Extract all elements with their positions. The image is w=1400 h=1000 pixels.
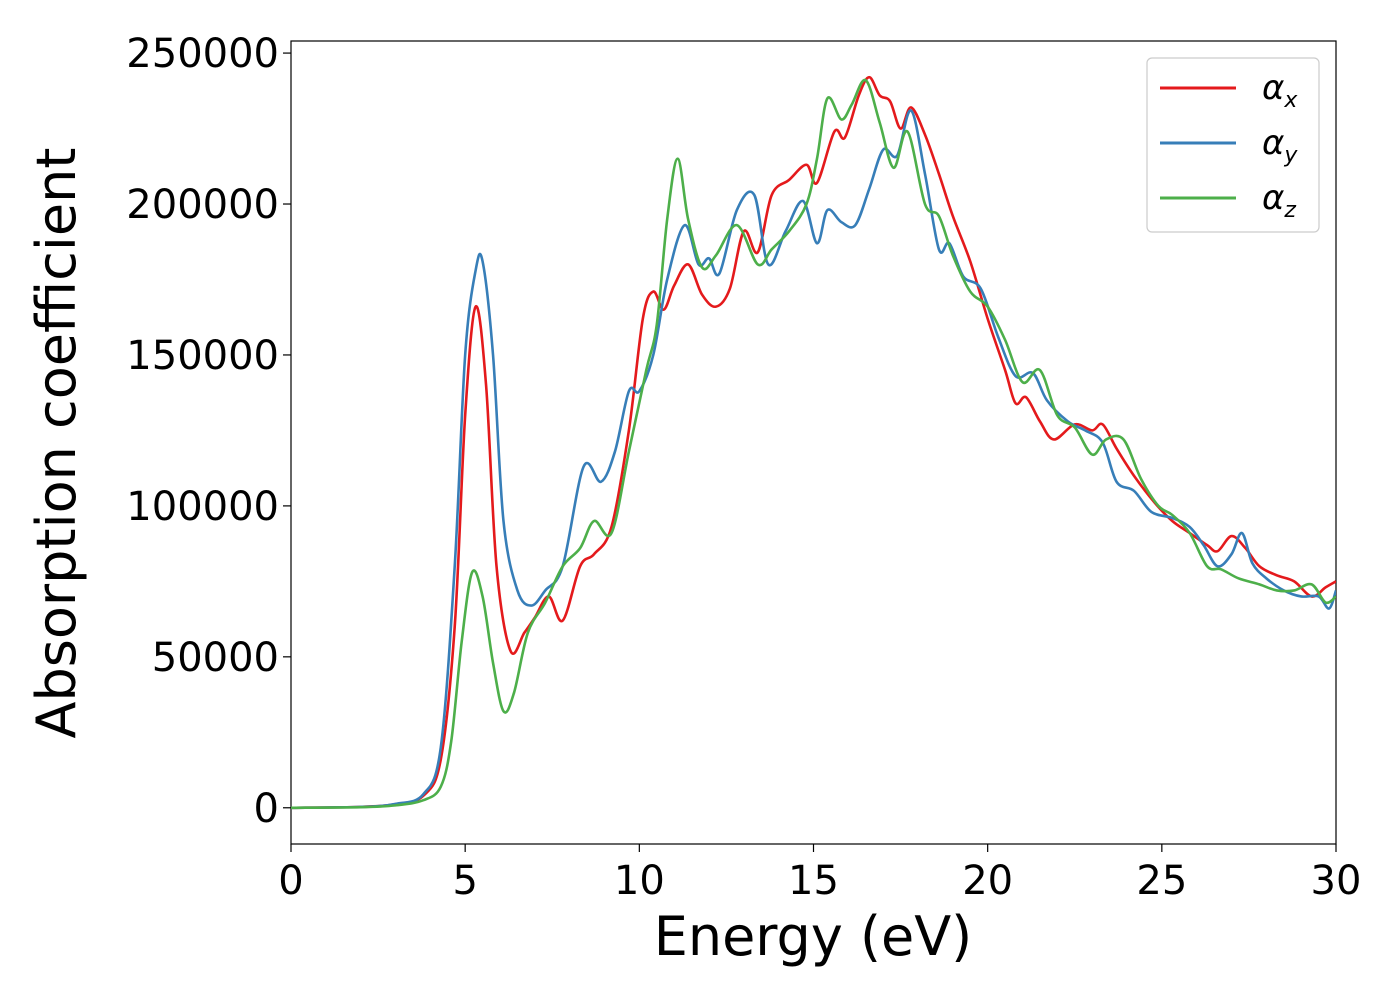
y-tick-label: 250000	[126, 31, 279, 77]
y-tick-label: 200000	[126, 182, 279, 228]
legend: αx αy αz	[1146, 57, 1320, 233]
x-tick-label: 15	[788, 858, 839, 904]
x-tick-label: 0	[278, 858, 303, 904]
y-tick-label: 50000	[152, 635, 279, 681]
legend-label-alpha-x: αx	[1262, 68, 1298, 113]
x-axis: 0 5 10 15 20 25 30	[278, 844, 1361, 904]
y-tick-label: 100000	[126, 484, 279, 530]
series-layer	[291, 75, 1336, 810]
series-line-alpha-z	[291, 78, 1336, 810]
y-axis-label: Absorption coefficient	[25, 148, 88, 739]
legend-box	[1146, 57, 1320, 233]
legend-label-alpha-y: αy	[1262, 123, 1298, 168]
y-tick-label: 0	[254, 786, 279, 832]
x-tick-label: 30	[1311, 858, 1362, 904]
legend-label-alpha-z: αz	[1262, 178, 1296, 223]
x-axis-label: Energy (eV)	[654, 905, 973, 968]
x-tick-label: 5	[452, 858, 477, 904]
y-tick-label: 150000	[126, 333, 279, 379]
x-tick-label: 10	[614, 858, 665, 904]
y-axis: 0 50000 100000 150000 200000 250000	[126, 31, 291, 832]
x-tick-label: 20	[962, 858, 1013, 904]
x-tick-label: 25	[1136, 858, 1187, 904]
